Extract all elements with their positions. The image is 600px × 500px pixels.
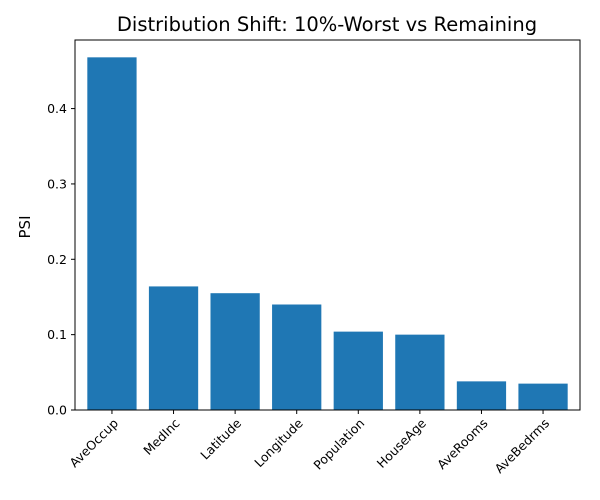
y-tick-label: 0.0: [47, 403, 67, 418]
x-tick-label: AveRooms: [434, 416, 491, 473]
bar-longitude: [272, 304, 322, 410]
plot-frame: [74, 39, 581, 411]
y-tick-label: 0.2: [47, 252, 67, 267]
bar-avebedrms: [518, 383, 568, 410]
x-tick-label: Population: [310, 416, 367, 473]
bar-houseage: [395, 334, 445, 410]
y-tick-label: 0.1: [47, 327, 67, 342]
bar-population: [333, 331, 383, 410]
bar-averooms: [456, 381, 507, 410]
x-tick-label: AveOccup: [66, 415, 121, 470]
chart-title: Distribution Shift: 10%-Worst vs Remaini…: [117, 13, 537, 36]
x-axis: AveOccup MedInc Latitude Longitude Populatio…: [66, 410, 552, 476]
bar-medinc: [148, 286, 199, 410]
bar-aveoccup: [87, 57, 137, 411]
y-axis-label: PSI: [16, 216, 34, 239]
x-tick-label: Longitude: [251, 415, 306, 470]
x-tick-label: Latitude: [197, 415, 244, 462]
y-tick-label: 0.3: [47, 176, 67, 191]
y-tick-label: 0.4: [47, 101, 67, 116]
x-tick-label: HouseAge: [374, 415, 430, 471]
y-axis: 0.0 0.1 0.2 0.3 0.4: [47, 101, 75, 418]
bars-group: [87, 57, 568, 411]
x-tick-label: MedInc: [140, 415, 182, 457]
x-tick-label: AveBedrms: [492, 416, 553, 477]
bar-latitude: [210, 293, 260, 410]
